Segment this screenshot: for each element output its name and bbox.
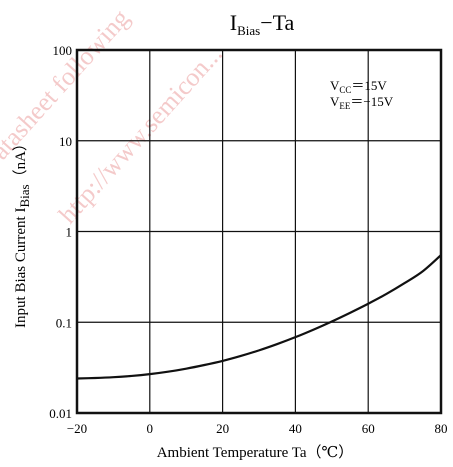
annotation-vee-sub: EE [339, 101, 350, 111]
y-tick-label: 0.1 [56, 315, 72, 330]
voltage-annotation: VCC＝15V VEE＝−15V [330, 78, 394, 111]
x-tick-label: 0 [147, 421, 154, 436]
y-tick-labels: 0.01 0.1 1 10 100 [49, 43, 72, 421]
annotation-vee-main: V [330, 94, 340, 109]
watermark: Datasheet following http://www.semicon..… [0, 3, 228, 229]
y-axis-label-post: （nA） [12, 136, 29, 184]
annotation-vcc: VCC＝15V [330, 78, 387, 95]
y-tick-label: 1 [66, 225, 73, 240]
x-axis-label: Ambient Temperature Ta（℃） [157, 444, 354, 461]
y-axis-label-sub: Bias [17, 184, 32, 207]
title-subscript: Bias [237, 23, 260, 38]
plot-frame [75, 48, 443, 415]
annotation-vee-rest: ＝−15V [350, 94, 393, 109]
x-tick-label: 20 [216, 421, 229, 436]
x-tick-labels: −20 0 20 40 60 80 [67, 421, 448, 436]
y-tick-label: 100 [53, 43, 73, 58]
y-tick-label: 0.01 [49, 406, 72, 421]
annotation-vee: VEE＝−15V [330, 94, 394, 111]
annotation-vcc-sub: CC [339, 85, 351, 95]
title-rest: −Ta [260, 10, 294, 35]
y-tick-label: 10 [59, 134, 72, 149]
annotation-vcc-main: V [330, 78, 340, 93]
x-tick-label: 40 [289, 421, 302, 436]
x-tick-label: 80 [435, 421, 448, 436]
x-tick-label: 60 [362, 421, 375, 436]
y-axis-label: Input Bias Current IBias（nA） [12, 136, 32, 328]
title-main: I [230, 10, 237, 35]
y-axis-label-pre: Input Bias Current I [13, 208, 29, 328]
x-tick-label: −20 [67, 421, 87, 436]
series-line [76, 254, 442, 380]
annotation-vcc-rest: ＝15V [351, 78, 387, 93]
grid [77, 50, 441, 413]
chart-title: IBias−Ta [230, 10, 295, 38]
